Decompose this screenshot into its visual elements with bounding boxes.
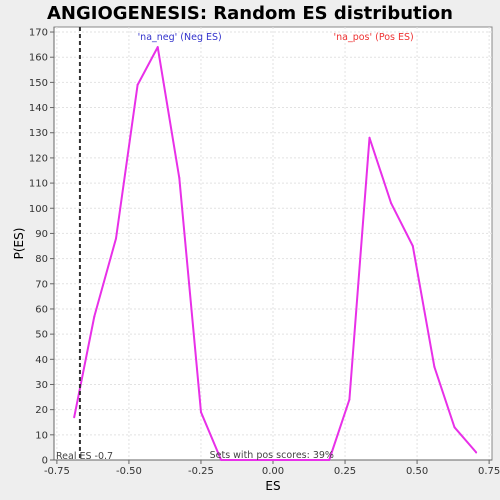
series-line [73, 46, 477, 461]
y-tick-label: 80 [35, 254, 48, 265]
data-point [114, 237, 117, 240]
pos-es-label: 'na_pos' (Pos ES) [334, 32, 414, 43]
y-tick-label: 60 [35, 304, 48, 315]
neg-es-label: 'na_neg' (Neg ES) [138, 32, 222, 43]
y-tick-label: 30 [35, 380, 48, 391]
data-point [93, 315, 96, 318]
data-point [433, 365, 436, 368]
x-tick-label: -0.25 [188, 466, 214, 477]
data-point [328, 459, 331, 461]
pos-scores-label: Sets with pos scores: 39% [210, 450, 334, 461]
y-tick-label: 100 [29, 204, 48, 215]
y-tick-label: 130 [29, 128, 48, 139]
data-point [220, 459, 223, 461]
x-tick-label: 0.00 [262, 466, 284, 477]
data-point [368, 136, 371, 139]
y-tick-label: 40 [35, 355, 48, 366]
chart-title: ANGIOGENESIS: Random ES distribution [47, 3, 453, 24]
x-tick-label: -0.50 [116, 466, 142, 477]
y-axis: 0 10 20 30 40 50 60 70 80 90 100 110 120 130 140 150 160… [29, 27, 55, 467]
data-point [199, 411, 202, 414]
data-point [156, 46, 159, 49]
y-tick-label: 150 [29, 78, 48, 89]
y-tick-label: 170 [29, 28, 48, 39]
x-tick-label: 0.50 [406, 466, 428, 477]
y-tick-label: 120 [29, 153, 48, 164]
y-tick-label: 140 [29, 103, 48, 114]
data-point [390, 202, 393, 205]
x-tick-label: 0.25 [334, 466, 356, 477]
y-tick-label: 160 [29, 53, 48, 64]
x-tick-label: 0.75 [478, 466, 500, 477]
series-group [73, 46, 478, 461]
y-tick-label: 110 [29, 179, 48, 190]
data-point [136, 83, 139, 86]
y-axis-label: P(ES) [12, 228, 26, 260]
data-point [475, 451, 478, 454]
x-tick-label: -0.75 [44, 466, 70, 477]
y-tick-label: 50 [35, 330, 48, 341]
y-tick-label: 90 [35, 229, 48, 240]
data-point [178, 177, 181, 180]
x-axis-label: ES [265, 479, 280, 493]
data-point [348, 398, 351, 401]
real-es-label: Real ES -0.7 [56, 451, 113, 462]
y-tick-label: 20 [35, 405, 48, 416]
y-tick-label: 70 [35, 279, 48, 290]
data-point [411, 245, 414, 248]
y-tick-label: 10 [35, 430, 48, 441]
y-tick-label: 0 [42, 456, 48, 467]
data-point [73, 416, 76, 419]
data-point [453, 426, 456, 429]
